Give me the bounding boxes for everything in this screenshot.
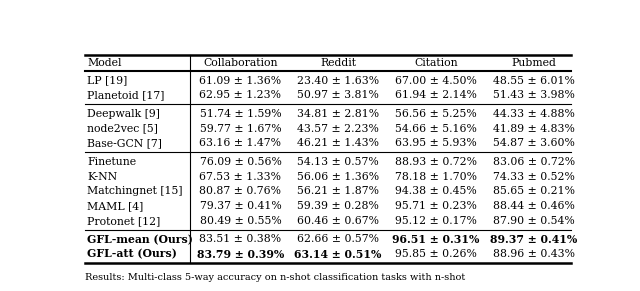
Text: 83.79 ± 0.39%: 83.79 ± 0.39% (197, 249, 284, 260)
Text: 56.06 ± 1.36%: 56.06 ± 1.36% (297, 172, 380, 182)
Text: 44.33 ± 4.88%: 44.33 ± 4.88% (493, 109, 575, 119)
Text: 51.74 ± 1.59%: 51.74 ± 1.59% (200, 109, 281, 119)
Text: Results: Multi-class 5-way accuracy on n-shot classification tasks with n-shot: Results: Multi-class 5-way accuracy on n… (85, 273, 465, 282)
Text: Base-GCN [7]: Base-GCN [7] (87, 138, 162, 148)
Text: 88.93 ± 0.72%: 88.93 ± 0.72% (395, 157, 477, 167)
Text: 76.09 ± 0.56%: 76.09 ± 0.56% (200, 157, 282, 167)
Text: 74.33 ± 0.52%: 74.33 ± 0.52% (493, 172, 575, 182)
Text: 43.57 ± 2.23%: 43.57 ± 2.23% (297, 124, 379, 134)
Text: Protonet [12]: Protonet [12] (87, 216, 160, 226)
Text: 83.51 ± 0.38%: 83.51 ± 0.38% (200, 234, 282, 244)
Text: 56.21 ± 1.87%: 56.21 ± 1.87% (297, 186, 379, 196)
Text: 34.81 ± 2.81%: 34.81 ± 2.81% (297, 109, 380, 119)
Text: Model: Model (87, 58, 122, 68)
Text: Collaboration: Collaboration (204, 58, 278, 68)
Text: 88.96 ± 0.43%: 88.96 ± 0.43% (493, 249, 575, 259)
Text: LP [19]: LP [19] (87, 76, 127, 86)
Text: Deepwalk [9]: Deepwalk [9] (87, 109, 160, 119)
Text: 62.66 ± 0.57%: 62.66 ± 0.57% (297, 234, 379, 244)
Text: 94.38 ± 0.45%: 94.38 ± 0.45% (395, 186, 477, 196)
Text: 88.44 ± 0.46%: 88.44 ± 0.46% (493, 201, 575, 211)
Text: 54.13 ± 0.57%: 54.13 ± 0.57% (298, 157, 379, 167)
Text: 59.77 ± 1.67%: 59.77 ± 1.67% (200, 124, 281, 134)
Text: 67.53 ± 1.33%: 67.53 ± 1.33% (200, 172, 282, 182)
Text: 50.97 ± 3.81%: 50.97 ± 3.81% (297, 91, 379, 100)
Text: 48.55 ± 6.01%: 48.55 ± 6.01% (493, 76, 575, 86)
Text: MAML [4]: MAML [4] (87, 201, 143, 211)
Text: 60.46 ± 0.67%: 60.46 ± 0.67% (297, 216, 379, 226)
Text: node2vec [5]: node2vec [5] (87, 124, 158, 134)
Text: 54.87 ± 3.60%: 54.87 ± 3.60% (493, 138, 575, 148)
Text: 78.18 ± 1.70%: 78.18 ± 1.70% (395, 172, 477, 182)
Text: 61.94 ± 2.14%: 61.94 ± 2.14% (395, 91, 477, 100)
Text: 95.12 ± 0.17%: 95.12 ± 0.17% (395, 216, 477, 226)
Text: 95.85 ± 0.26%: 95.85 ± 0.26% (395, 249, 477, 259)
Text: 63.16 ± 1.47%: 63.16 ± 1.47% (200, 138, 282, 148)
Text: 41.89 ± 4.83%: 41.89 ± 4.83% (493, 124, 575, 134)
Text: 89.37 ± 0.41%: 89.37 ± 0.41% (490, 234, 577, 245)
Text: 23.40 ± 1.63%: 23.40 ± 1.63% (297, 76, 380, 86)
Text: 46.21 ± 1.43%: 46.21 ± 1.43% (297, 138, 379, 148)
Text: Planetoid [17]: Planetoid [17] (87, 91, 164, 100)
Text: 95.71 ± 0.23%: 95.71 ± 0.23% (395, 201, 477, 211)
Text: Finetune: Finetune (87, 157, 136, 167)
Text: GFL-mean (Ours): GFL-mean (Ours) (87, 234, 193, 245)
Text: 80.87 ± 0.76%: 80.87 ± 0.76% (200, 186, 282, 196)
Text: 62.95 ± 1.23%: 62.95 ± 1.23% (200, 91, 282, 100)
Text: Reddit: Reddit (320, 58, 356, 68)
Text: K-NN: K-NN (87, 172, 117, 182)
Text: Matchingnet [15]: Matchingnet [15] (87, 186, 182, 196)
Text: 83.06 ± 0.72%: 83.06 ± 0.72% (493, 157, 575, 167)
Text: 79.37 ± 0.41%: 79.37 ± 0.41% (200, 201, 282, 211)
Text: 96.51 ± 0.31%: 96.51 ± 0.31% (392, 234, 479, 245)
Text: 56.56 ± 5.25%: 56.56 ± 5.25% (395, 109, 477, 119)
Text: GFL-att (Ours): GFL-att (Ours) (87, 249, 177, 260)
Text: 59.39 ± 0.28%: 59.39 ± 0.28% (297, 201, 379, 211)
Text: 54.66 ± 5.16%: 54.66 ± 5.16% (395, 124, 477, 134)
Text: 87.90 ± 0.54%: 87.90 ± 0.54% (493, 216, 575, 226)
Text: 61.09 ± 1.36%: 61.09 ± 1.36% (200, 76, 282, 86)
Text: 85.65 ± 0.21%: 85.65 ± 0.21% (493, 186, 575, 196)
Text: 63.95 ± 5.93%: 63.95 ± 5.93% (395, 138, 477, 148)
Text: Citation: Citation (414, 58, 458, 68)
Text: 67.00 ± 4.50%: 67.00 ± 4.50% (395, 76, 477, 86)
Text: 80.49 ± 0.55%: 80.49 ± 0.55% (200, 216, 282, 226)
Text: 63.14 ± 0.51%: 63.14 ± 0.51% (294, 249, 382, 260)
Text: Pubmed: Pubmed (511, 58, 556, 68)
Text: 51.43 ± 3.98%: 51.43 ± 3.98% (493, 91, 575, 100)
